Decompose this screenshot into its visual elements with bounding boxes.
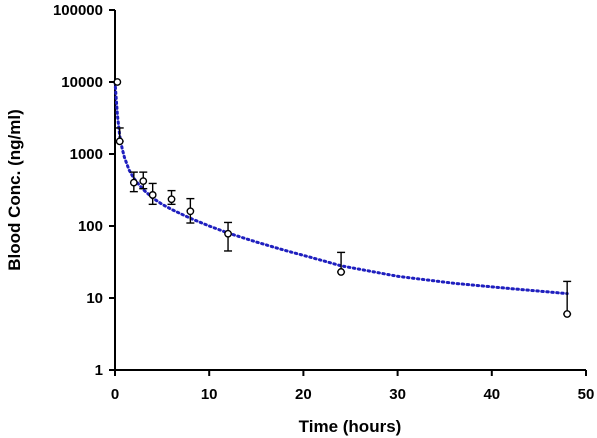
y-tick-label: 10000 xyxy=(61,74,103,91)
y-tick-label: 10 xyxy=(86,290,103,307)
y-tick-label: 1 xyxy=(95,362,103,379)
data-point xyxy=(186,207,195,216)
x-axis-title: Time (hours) xyxy=(299,417,402,436)
data-point xyxy=(167,195,176,204)
fitted-curve-layer xyxy=(113,80,569,296)
x-tick-label: 0 xyxy=(111,386,119,403)
data-point xyxy=(139,177,148,186)
data-point xyxy=(224,229,232,238)
data-point xyxy=(337,268,345,276)
y-tick-label: 100000 xyxy=(53,2,103,19)
y-tick-label: 1000 xyxy=(70,146,103,163)
x-tick-label: 30 xyxy=(389,386,406,403)
data-point xyxy=(115,137,124,146)
y-axis-title: Blood Conc. (ng/ml) xyxy=(5,109,24,270)
x-ticks: 0 10 20 30 40 50 xyxy=(111,370,595,403)
x-tick-label: 10 xyxy=(201,386,218,403)
x-tick-label: 50 xyxy=(578,386,595,403)
axes xyxy=(114,10,586,371)
data-point xyxy=(563,310,572,318)
y-tick-label: 100 xyxy=(78,218,103,235)
data-point xyxy=(113,78,122,86)
x-tick-label: 20 xyxy=(295,386,312,403)
data-point xyxy=(129,178,138,187)
data-point xyxy=(148,191,157,199)
y-ticks: 1 10 100 1000 10000 100000 xyxy=(53,2,115,379)
observed-points-layer xyxy=(113,78,572,318)
x-tick-label: 40 xyxy=(483,386,500,403)
fitted-curve-line xyxy=(113,80,569,296)
